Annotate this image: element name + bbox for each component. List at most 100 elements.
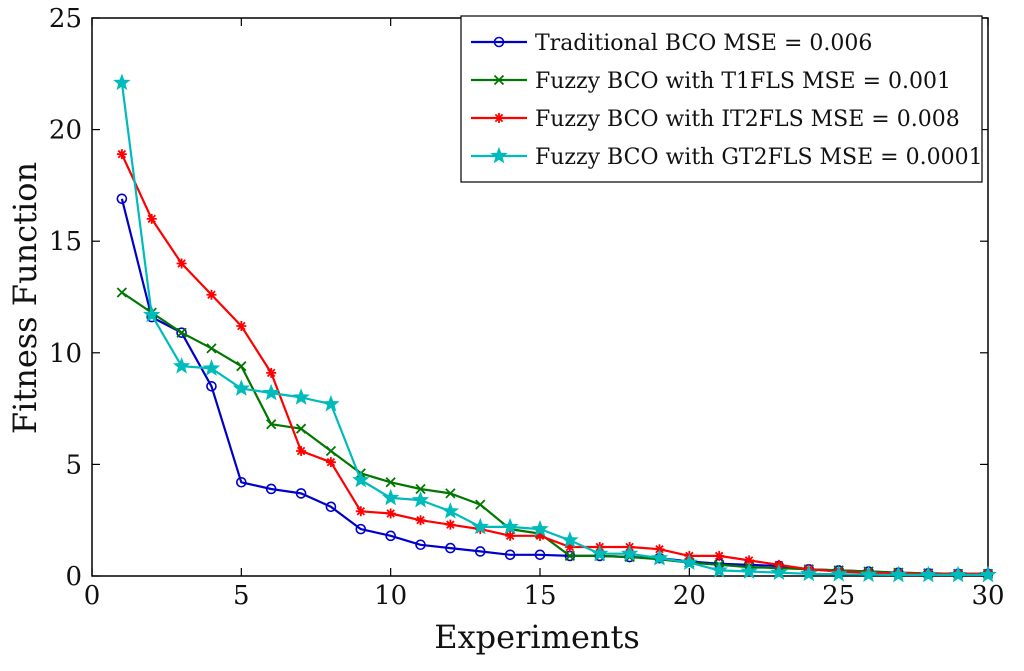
data-point [176,258,187,269]
data-point [415,539,426,551]
data-point [714,550,725,561]
data-point [744,555,755,566]
data-point [415,483,426,495]
y-tick-label: 25 [49,4,82,34]
y-tick-label: 15 [49,227,82,257]
y-axis-label: Fitness Function [6,162,44,434]
data-point [710,561,728,578]
data-point [236,361,247,372]
data-point [475,499,486,510]
data-point [830,565,848,582]
x-tick-label: 5 [233,581,250,611]
data-point [116,193,128,205]
data-point [494,113,504,123]
data-point [534,549,546,561]
y-tick-label: 5 [65,450,82,480]
data-point [445,488,456,499]
data-point [172,357,191,374]
legend-box [460,15,983,183]
data-point [113,73,131,91]
legend-label: Fuzzy BCO with GT2FLS MSE = 0.0001 [535,145,983,170]
data-point [143,305,161,323]
data-point [411,490,430,508]
data-point [295,488,307,499]
data-point [296,446,307,457]
legend-label: Traditional BCO MSE = 0.006 [535,31,872,56]
data-point [385,508,396,519]
legend-label: Fuzzy BCO with T1FLS MSE = 0.001 [535,69,951,94]
data-point [232,379,250,396]
data-point [564,541,575,552]
data-point [382,488,400,506]
data-point [266,367,277,378]
x-tick-label: 30 [971,581,1004,611]
data-point [949,565,967,583]
x-tick-label: 20 [673,581,706,611]
data-point [206,343,217,354]
y-tick-label: 20 [49,116,82,146]
data-point [740,562,758,579]
data-point [474,546,486,557]
data-point [325,457,336,468]
data-point [591,544,609,562]
data-point [680,553,698,571]
data-point [490,146,508,164]
data-point [919,565,937,583]
data-point [322,394,340,412]
data-point [504,549,516,561]
data-point [236,321,247,332]
data-point [265,483,277,495]
data-point [352,470,370,488]
legend-item: Fuzzy BCO with T1FLS MSE = 0.001 [471,69,951,94]
x-tick-label: 25 [822,581,855,611]
x-tick-label: 10 [374,581,407,611]
data-point [262,383,280,401]
data-point [445,542,456,554]
data-point [176,327,187,338]
data-point [266,419,277,430]
data-point [325,445,337,457]
data-point [979,565,997,583]
data-point [535,530,545,541]
x-tick-label: 15 [523,581,556,611]
data-point [325,501,337,513]
legend-item: Fuzzy BCO with IT2FLS MSE = 0.008 [471,107,960,132]
data-point [295,423,307,434]
series-line [121,291,988,575]
data-point [445,519,456,530]
data-point [206,289,217,300]
data-point [415,515,426,526]
data-point [770,563,788,580]
data-point [493,74,505,86]
y-tick-label: 0 [65,562,82,592]
legend: Traditional BCO MSE = 0.006 Fuzzy BCO wit… [460,15,983,183]
data-point [505,530,516,541]
data-point [206,380,217,392]
data-point [176,327,187,339]
data-point [493,36,505,48]
data-point [202,359,221,376]
data-point [800,564,818,582]
data-point [116,149,127,160]
data-point [650,548,669,566]
data-point [564,550,576,562]
data-point [859,565,878,582]
data-point [236,476,247,488]
series-group [113,73,997,583]
legend-item: Traditional BCO MSE = 0.006 [471,31,872,56]
data-point [561,531,579,548]
data-point [441,502,460,519]
data-point [531,519,549,537]
data-point [116,287,128,298]
data-point [355,523,367,535]
data-point [146,213,157,224]
data-point [292,388,310,405]
data-point [385,477,396,488]
data-point [620,544,639,562]
data-point [501,517,519,535]
series [113,73,997,583]
data-point [385,530,396,542]
legend-item: Fuzzy BCO with GT2FLS MSE = 0.0001 [471,145,983,170]
x-tick-label: 0 [84,581,101,611]
